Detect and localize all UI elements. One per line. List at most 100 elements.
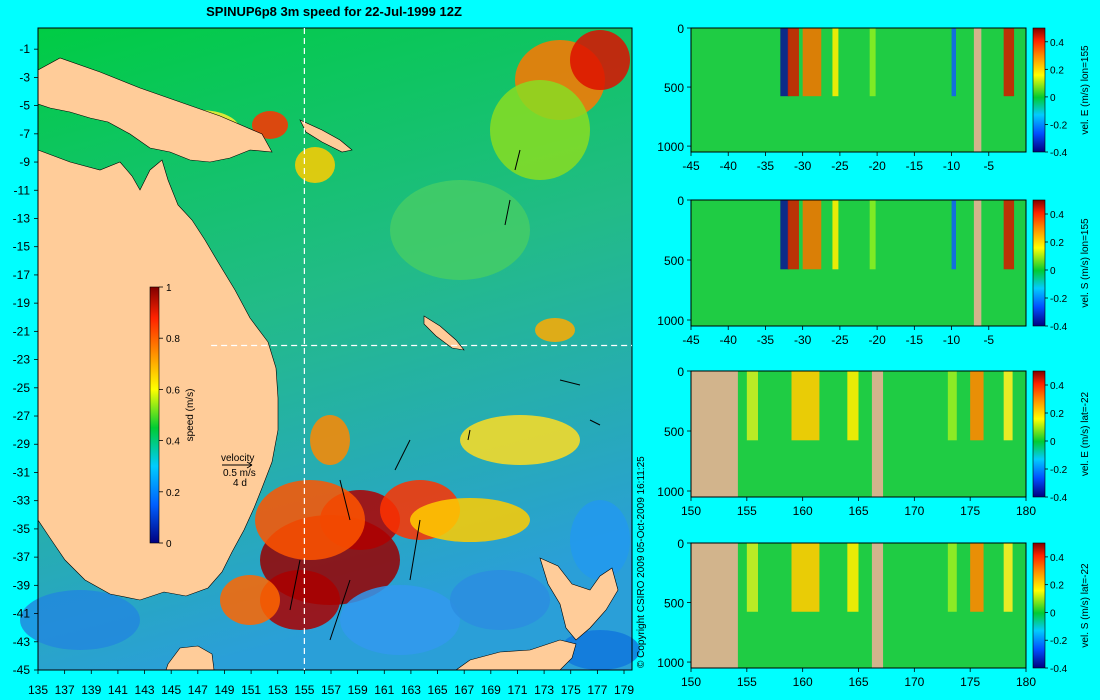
map-lat-tick-label: -45: [13, 663, 31, 677]
map-cbar-tick-label: 0.8: [166, 334, 180, 345]
section-cbar-tick-label: 0.4: [1050, 38, 1064, 49]
section-colorbar: [1032, 199, 1046, 327]
map-lon-tick-label: 137: [55, 683, 75, 697]
map-lon-tick-label: 135: [28, 683, 48, 697]
section-cbar-tick-label: 0.2: [1050, 409, 1064, 420]
solomon-islands-land: [299, 119, 353, 153]
speed-eddy: [410, 498, 530, 542]
velocity-streak: [970, 543, 984, 612]
section-panel-3: 150 155 160 165 170 175 180 0 500 1000 0.4 0.2 0 -0.2…: [657, 365, 1091, 518]
section-x-tick-label: 160: [793, 675, 813, 689]
map-lat-tick-label: -19: [13, 296, 31, 310]
section-colorbar-label: vel. E (m/s) lon=155: [1080, 45, 1091, 135]
velocity-streak: [951, 28, 957, 97]
velocity-arrows: [289, 149, 601, 641]
section-x-tick-label: -10: [943, 333, 961, 347]
section-cbar-tick-label: 0.4: [1050, 210, 1064, 221]
section-x-tick-label: -15: [906, 333, 924, 347]
speed-eddy: [560, 630, 640, 670]
section-x-tick-label: -25: [831, 159, 849, 173]
section-cbar-tick-label: -0.2: [1050, 636, 1068, 647]
velocity-streak: [832, 28, 839, 97]
section-cbar-tick-label: -0.4: [1050, 664, 1068, 675]
section-y-tick-label: 500: [664, 597, 684, 611]
map-lon-tick-label: 147: [188, 683, 208, 697]
section-y-tick-label: 500: [664, 425, 684, 439]
map-lon-tick-label: 143: [135, 683, 155, 697]
velocity-streak: [746, 371, 758, 441]
map-lon-tick-label: 163: [401, 683, 421, 697]
speed-map: 135 137 139 141 143 145 147 149 151 153 155 157 159 1…: [13, 27, 640, 697]
velocity-arrow: [504, 199, 511, 226]
map-lat-tick-label: -31: [13, 465, 31, 479]
map-colorbar-label: speed (m/s): [185, 389, 196, 442]
map-lon-tick-label: 145: [161, 683, 181, 697]
section-x-tick-label: -35: [757, 333, 775, 347]
velocity-streak: [780, 28, 790, 97]
section-colorbar-label: vel. E (m/s) lat=-22: [1080, 391, 1091, 476]
section-cbar-tick-label: 0.4: [1050, 553, 1064, 564]
section-frame: [690, 199, 1027, 327]
section-x-tick-label: 150: [681, 504, 701, 518]
velocity-streak: [802, 200, 822, 270]
map-lat-tick-label: -13: [13, 211, 31, 225]
section-x-tick-label: 155: [737, 675, 757, 689]
map-lon-tick-label: 153: [268, 683, 288, 697]
map-lat-tick-label: -1: [19, 42, 30, 56]
section-x-tick-label: 150: [681, 675, 701, 689]
map-lat-tick-label: -37: [13, 550, 31, 564]
map-colorbar-ticks: 1 0.8 0.6 0.4 0.2 0: [159, 283, 180, 550]
speed-eddy: [252, 111, 288, 139]
section-panel-2: -45 -40 -35 -30 -25 -20 -15 -10 -5 0 500 1000 0.4 0.2…: [657, 194, 1091, 347]
map-colorbar-gradient: [149, 286, 160, 544]
speed-eddy: [390, 180, 530, 280]
section-x-tick-label: 180: [1016, 504, 1036, 518]
map-lon-tick-label: 179: [614, 683, 634, 697]
map-lon-tick-label: 177: [587, 683, 607, 697]
map-lon-tick-label: 167: [454, 683, 474, 697]
section-land: [871, 543, 884, 668]
velocity-streak: [791, 371, 820, 441]
speed-eddy: [570, 30, 630, 90]
map-lat-tick-label: -11: [14, 183, 31, 197]
map-lon-tick-label: 149: [214, 683, 234, 697]
section-x-tick-label: -10: [943, 159, 961, 173]
velocity-streak: [970, 371, 984, 441]
velocity-streak: [746, 543, 758, 612]
velocity-key-duration: 4 d: [233, 478, 247, 489]
map-title: SPINUP6p8 3m speed for 22-Jul-1999 12Z: [206, 4, 462, 19]
section-panel-1: -45 -40 -35 -30 -25 -20 -15 -10 -5 0 500 1000 0.4 0.2…: [657, 22, 1091, 173]
map-cbar-tick-label: 0.6: [166, 385, 180, 396]
section-panels: -45 -40 -35 -30 -25 -20 -15 -10 -5 0 500 1000 0.4 0.2…: [657, 22, 1091, 689]
velocity-key: velocity 0.5 m/s 4 d: [221, 453, 256, 489]
map-lat-tick-label: -15: [13, 240, 31, 254]
velocity-streak: [847, 543, 859, 612]
map-lon-tick-label: 173: [534, 683, 554, 697]
section-x-tick-label: -20: [868, 159, 886, 173]
speed-eddy: [570, 500, 630, 580]
velocity-arrow: [589, 419, 601, 426]
speed-eddy: [295, 147, 335, 183]
section-colorbar: [1032, 27, 1046, 153]
map-lon-tick-label: 155: [294, 683, 314, 697]
section-cbar-tick-label: 0.2: [1050, 65, 1064, 76]
section-y-tick-label: 500: [664, 81, 684, 95]
velocity-streak: [780, 200, 790, 270]
section-x-tick-label: -40: [720, 333, 738, 347]
map-cbar-tick-label: 0: [166, 539, 172, 550]
velocity-streak: [787, 200, 799, 270]
velocity-streak: [1003, 371, 1013, 441]
section-land: [973, 28, 982, 152]
map-latitude-ticks: -1 -3 -5 -7 -9 -11 -13 -15 -17 -19 -21 -23 -25 -27 -29…: [13, 42, 38, 677]
speed-eddy: [450, 570, 550, 630]
section-colorbar-label: vel. S (m/s) lat=-22: [1080, 563, 1091, 648]
map-lat-tick-label: -7: [19, 127, 30, 141]
map-lat-tick-label: -35: [13, 522, 31, 536]
map-longitude-ticks: 135 137 139 141 143 145 147 149 151 153 155 157 159 1…: [28, 670, 634, 697]
map-lat-tick-label: -9: [19, 155, 30, 169]
section-land: [871, 371, 884, 497]
section-y-tick-label: 1000: [657, 656, 684, 670]
map-lat-tick-label: -41: [13, 607, 31, 621]
section-x-tick-label: -15: [906, 159, 924, 173]
section-x-tick-label: 180: [1016, 675, 1036, 689]
